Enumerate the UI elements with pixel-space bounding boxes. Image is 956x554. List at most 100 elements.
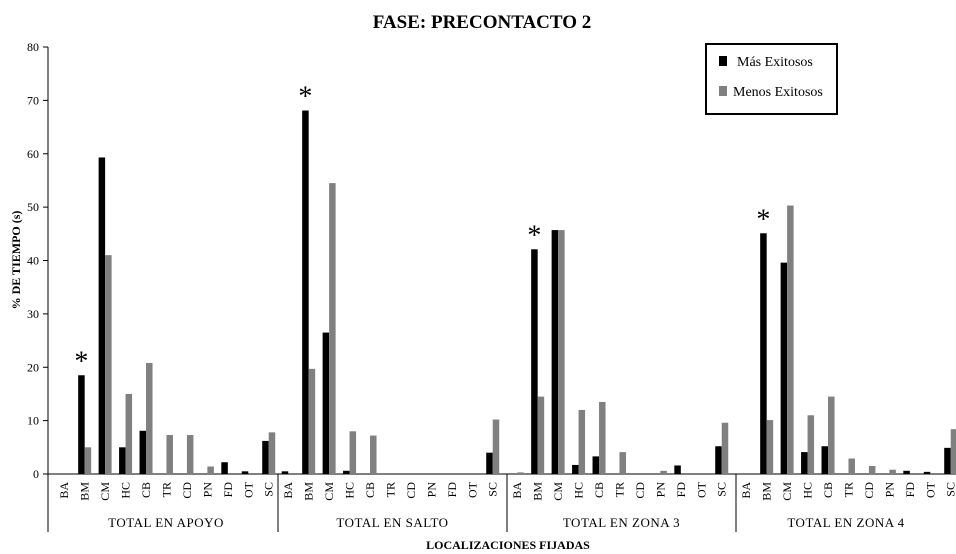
- bar-mas-exitosos: [923, 471, 931, 474]
- group-label: TOTAL EN ZONA 4: [787, 515, 904, 530]
- x-tick-label: BA: [57, 482, 71, 499]
- x-tick-label: FD: [903, 482, 917, 498]
- y-tick-label: 80: [27, 40, 39, 54]
- bar-menos-exitosos: [349, 431, 357, 474]
- significance-markers: * * * *: [74, 82, 770, 378]
- y-tick-label: 50: [27, 200, 39, 214]
- x-tick-label: HC: [801, 482, 815, 499]
- bar-menos-exitosos: [721, 422, 729, 474]
- bar-menos-exitosos: [268, 432, 276, 474]
- legend: Más Exitosos Menos Exitosos: [705, 43, 838, 115]
- x-tick-label: BM: [78, 482, 92, 501]
- bar-mas-exitosos: [674, 465, 681, 474]
- group-label: TOTAL EN ZONA 3: [563, 515, 680, 530]
- y-tick-label: 60: [27, 147, 39, 161]
- y-tick-label: 20: [27, 360, 39, 374]
- x-tick-label: CB: [139, 482, 153, 498]
- x-tick-label: OT: [465, 481, 479, 498]
- bar-menos-exitosos: [370, 435, 377, 474]
- bar-menos-exitosos: [146, 362, 153, 474]
- bar-mas-exitosos: [139, 430, 147, 474]
- x-tick-label: FD: [674, 482, 688, 498]
- bar-menos-exitosos: [105, 255, 112, 474]
- bar-mas-exitosos: [98, 157, 106, 474]
- x-tick-label: CD: [633, 482, 647, 499]
- x-tick-label: PN: [200, 482, 214, 498]
- bar-menos-exitosos: [787, 205, 794, 474]
- bar-mas-exitosos: [715, 446, 722, 474]
- bar-mas-exitosos: [302, 110, 309, 475]
- bar-menos-exitosos: [660, 470, 667, 474]
- x-axis-label: LOCALIZACIONES FIJADAS: [426, 538, 590, 552]
- x-tick-label: HC: [119, 482, 133, 499]
- bar-menos-exitosos: [766, 420, 774, 474]
- bar-menos-exitosos: [186, 435, 194, 474]
- y-tick-label: 70: [27, 93, 39, 107]
- x-tick-label: SC: [715, 482, 729, 497]
- bars: [78, 110, 956, 475]
- x-tick-label: TR: [383, 482, 397, 497]
- legend-label-mas: Más Exitosos: [737, 55, 813, 70]
- x-tick-label: BM: [302, 482, 316, 501]
- bar-mas-exitosos: [221, 462, 228, 474]
- group-labels: TOTAL EN APOYO TOTAL EN SALTO TOTAL EN ZON…: [47, 474, 904, 532]
- bar-menos-exitosos: [537, 396, 545, 474]
- x-tick-label: FD: [445, 482, 459, 498]
- legend-label-menos: Menos Exitosos: [733, 85, 823, 100]
- bar-mas-exitosos: [343, 470, 350, 474]
- bar-menos-exitosos: [578, 409, 586, 474]
- x-tick-label: HC: [572, 482, 586, 499]
- significance-star: *: [527, 220, 541, 251]
- bar-menos-exitosos: [950, 429, 956, 474]
- bar-menos-exitosos: [84, 447, 92, 474]
- x-tick-label: HC: [343, 482, 357, 499]
- x-tick-label: SC: [262, 482, 276, 497]
- bar-menos-exitosos: [308, 368, 316, 474]
- bar-mas-exitosos: [486, 452, 493, 474]
- x-tick-label: CD: [180, 482, 194, 499]
- x-tick-label: OT: [923, 481, 937, 498]
- bar-mas-exitosos: [801, 452, 808, 474]
- y-ticks: 0 10 20 30 40 50 60 70 80: [27, 40, 48, 481]
- significance-star: *: [756, 204, 770, 235]
- group-label: TOTAL EN APOYO: [108, 515, 224, 530]
- y-axis-label: % DE TIEMPO (s): [9, 211, 23, 310]
- bar-menos-exitosos: [807, 415, 815, 474]
- x-tick-label: CM: [551, 482, 565, 501]
- x-tick-label: OT: [694, 481, 708, 498]
- x-tick-label: CD: [404, 482, 418, 499]
- bar-menos-exitosos: [848, 458, 855, 474]
- x-tick-label: BA: [281, 482, 295, 499]
- bar-menos-exitosos: [125, 393, 133, 474]
- x-tick-label: TR: [159, 482, 173, 497]
- x-tick-label: CM: [780, 482, 794, 501]
- x-tick-label: TR: [841, 482, 855, 497]
- bar-menos-exitosos: [619, 452, 626, 474]
- bar-menos-exitosos: [166, 435, 173, 474]
- x-tick-label: CB: [592, 482, 606, 498]
- bar-menos-exitosos: [889, 469, 896, 474]
- x-tick-label: BM: [760, 482, 774, 501]
- bar-mas-exitosos: [531, 249, 538, 474]
- x-tick-label: CB: [821, 482, 835, 498]
- x-tick-label: OT: [241, 481, 255, 498]
- x-tick-label: SC: [486, 482, 500, 497]
- bar-mas-exitosos: [262, 440, 269, 474]
- bar-menos-exitosos: [828, 396, 835, 474]
- group-label: TOTAL EN SALTO: [336, 515, 448, 530]
- x-tick-label: CD: [862, 482, 876, 499]
- bar-mas-exitosos: [119, 447, 126, 474]
- x-tick-label: CM: [322, 482, 336, 501]
- y-tick-label: 0: [33, 467, 39, 481]
- x-tick-label: PN: [424, 482, 438, 498]
- y-tick-label: 10: [27, 414, 39, 428]
- legend-box: [705, 43, 838, 115]
- significance-star: *: [74, 346, 88, 377]
- bar-mas-exitosos: [903, 470, 910, 474]
- bar-menos-exitosos: [868, 465, 876, 474]
- bar-menos-exitosos: [558, 230, 565, 474]
- bar-mas-exitosos: [241, 471, 249, 474]
- bar-mas-exitosos: [551, 230, 559, 474]
- legend-swatch-menos: [719, 86, 727, 96]
